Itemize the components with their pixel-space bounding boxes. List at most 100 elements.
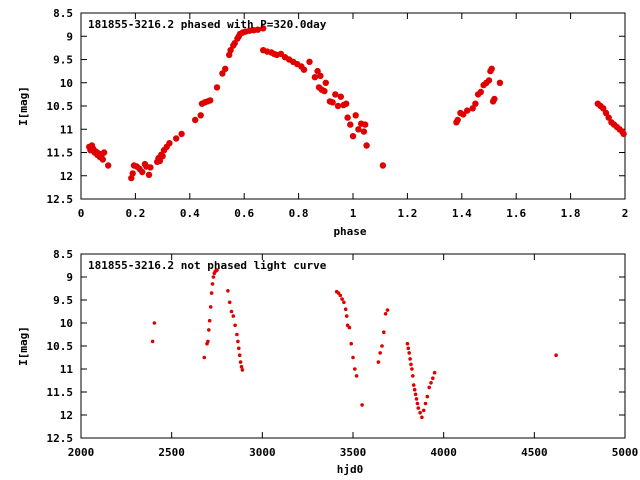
data-point <box>129 170 136 177</box>
data-point <box>411 383 416 387</box>
data-point <box>197 112 204 119</box>
data-point <box>378 351 383 355</box>
data-point <box>311 74 319 81</box>
data-point <box>344 314 349 318</box>
data-point <box>405 341 410 346</box>
y-ticks: 8.5 9 9.5 10 10.5 11 11.5 12 12.5 <box>47 7 625 206</box>
data-point <box>209 291 214 295</box>
data-point <box>229 309 234 314</box>
y-tick-label: 8.5 <box>53 7 73 20</box>
data-point <box>215 268 219 272</box>
data-point <box>260 25 267 32</box>
data-point <box>351 355 355 360</box>
data-point <box>416 406 421 410</box>
data-point <box>347 325 352 330</box>
data-point <box>159 153 166 160</box>
data-point <box>343 100 350 107</box>
data-point <box>353 367 357 371</box>
data-point <box>332 91 339 98</box>
data-point <box>206 339 210 344</box>
x-tick-label: 1.2 <box>397 207 417 220</box>
data-point <box>222 65 229 73</box>
data-point <box>329 99 336 106</box>
y-axis-label: I[mag] <box>17 326 30 366</box>
data-point <box>464 107 471 114</box>
data-point <box>554 353 558 358</box>
data-point <box>227 300 232 305</box>
data-point <box>355 126 362 133</box>
x-tick-label: 1.8 <box>561 207 581 220</box>
data-point <box>376 360 381 364</box>
data-point <box>379 162 387 169</box>
x-tick-label: 2000 <box>68 446 95 459</box>
data-point <box>383 312 388 316</box>
data-point <box>322 79 329 87</box>
data-point <box>412 387 417 392</box>
x-tick-label: 0.6 <box>234 207 254 220</box>
y-tick-label: 9.5 <box>53 294 73 307</box>
y-tick-label: 10 <box>60 317 73 330</box>
data-point <box>321 87 328 95</box>
data-point <box>145 171 153 178</box>
data-point <box>429 381 433 385</box>
data-point <box>415 401 420 406</box>
plot-frame <box>80 12 626 200</box>
x-tick-label: 3500 <box>340 446 367 459</box>
data-point <box>207 318 212 323</box>
x-tick-label: 4000 <box>430 446 457 459</box>
data-point <box>340 297 344 301</box>
data-point <box>306 58 313 65</box>
data-point <box>99 156 107 163</box>
data-point <box>239 364 244 369</box>
x-tick-label: 0.4 <box>180 207 200 220</box>
data-point <box>152 321 157 325</box>
data-points <box>150 268 558 420</box>
unphased-light-curve-plot: 8.5 9 9.5 10 10.5 11 11.5 12 12.5 2000 2500 3000 35… <box>17 248 638 476</box>
plot-frame <box>80 253 626 439</box>
data-point <box>147 164 154 171</box>
data-point <box>349 133 357 140</box>
data-point <box>496 79 504 87</box>
y-axis-label: I[mag] <box>17 86 30 126</box>
data-point <box>382 330 386 335</box>
x-tick-label: 0.2 <box>125 207 145 220</box>
data-point <box>207 328 211 332</box>
data-points <box>86 25 627 182</box>
data-point <box>418 410 422 415</box>
x-tick-label: 5000 <box>612 446 639 459</box>
x-tick-label: 2500 <box>158 446 185 459</box>
data-point <box>352 112 359 119</box>
y-tick-label: 12 <box>60 170 73 183</box>
y-tick-label: 10.5 <box>47 100 74 113</box>
data-point <box>406 346 411 351</box>
y-tick-label: 9 <box>66 30 73 43</box>
data-point <box>210 282 215 286</box>
y-tick-label: 12.5 <box>47 432 74 445</box>
data-point <box>156 157 164 165</box>
x-axis-label: hjd0 <box>337 463 364 476</box>
data-point <box>238 360 243 364</box>
data-point <box>600 105 607 112</box>
data-point <box>431 376 435 381</box>
data-point <box>409 362 413 367</box>
x-tick-label: 4500 <box>521 446 548 459</box>
x-tick-label: 0.8 <box>289 207 309 220</box>
data-point <box>105 162 112 169</box>
data-point <box>427 385 432 390</box>
data-point <box>485 77 493 84</box>
data-point <box>100 149 108 156</box>
data-point <box>411 374 415 378</box>
y-tick-label: 9.5 <box>53 54 73 67</box>
data-point <box>237 353 242 358</box>
y-tick-label: 11 <box>60 363 74 376</box>
data-point <box>240 368 245 372</box>
y-tick-label: 11.5 <box>47 147 74 160</box>
data-point <box>314 67 321 75</box>
data-point <box>254 26 261 33</box>
data-point <box>300 66 308 73</box>
data-point <box>139 168 146 176</box>
data-point <box>235 332 239 337</box>
data-point <box>407 351 412 355</box>
data-point <box>334 102 342 110</box>
